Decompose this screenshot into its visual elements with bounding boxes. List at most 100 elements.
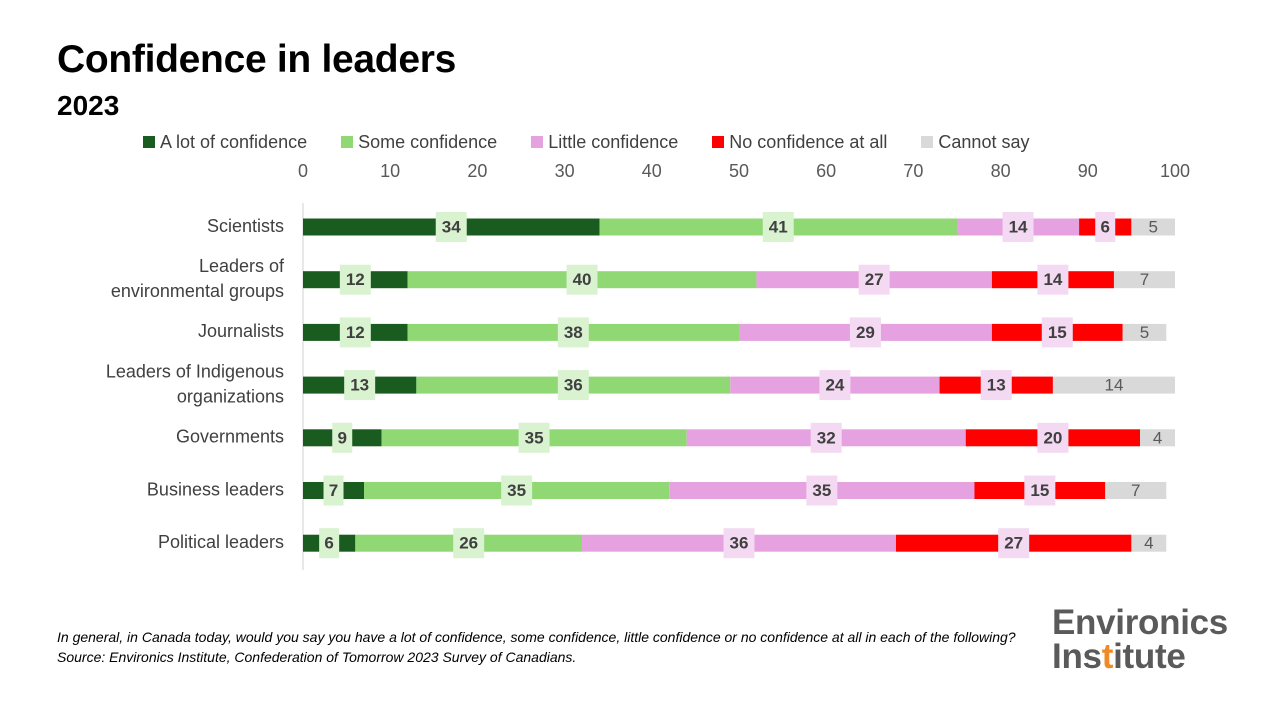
data-label-background	[849, 317, 881, 348]
x-tick-label: 60	[816, 161, 836, 181]
data-label: 35	[812, 481, 831, 500]
data-label-background	[1037, 422, 1069, 453]
data-label: 15	[1030, 481, 1049, 500]
data-label-background	[518, 422, 550, 453]
bar-segment	[1131, 534, 1167, 552]
legend-swatch	[921, 136, 934, 148]
data-label: 40	[573, 270, 592, 289]
data-label-background	[858, 264, 890, 295]
data-label-background	[998, 528, 1030, 559]
data-label: 14	[1104, 376, 1123, 395]
x-tick-label: 30	[555, 161, 575, 181]
x-tick-label: 50	[729, 161, 749, 181]
logo-letter: e	[1166, 637, 1186, 676]
chart-legend: A lot of confidence Some confidence Little…	[143, 131, 1063, 153]
footnote: In general, in Canada today, would you s…	[57, 629, 1016, 665]
data-label-background	[723, 528, 755, 559]
data-label: 13	[350, 376, 369, 395]
data-label: 6	[1101, 217, 1110, 236]
data-label: 15	[1048, 323, 1067, 342]
logo-accent-letter: t	[1101, 637, 1114, 676]
x-tick-label: 100	[1160, 161, 1190, 181]
data-label-background	[980, 370, 1012, 401]
legend-item: Cannot say	[921, 132, 1029, 153]
data-label: 7	[1131, 481, 1140, 500]
data-label-background	[453, 528, 485, 559]
x-tick-label: 90	[1078, 161, 1098, 181]
bar-segment	[1052, 376, 1175, 394]
data-label: 26	[459, 534, 478, 553]
data-label: 7	[329, 481, 338, 500]
data-label: 5	[1140, 323, 1149, 342]
data-label-background	[332, 422, 353, 453]
data-label-background	[319, 528, 340, 559]
legend-label: A lot of confidence	[160, 131, 308, 152]
logo-letter: u	[1133, 637, 1155, 676]
logo-line-2: Institute	[1052, 637, 1228, 676]
x-tick-label: 20	[467, 161, 487, 181]
data-label: 4	[1153, 428, 1162, 447]
category-label: Political leaders	[158, 532, 284, 552]
legend-item: Some confidence	[341, 132, 497, 153]
data-label-background	[1041, 317, 1073, 348]
legend-label: Some confidence	[358, 131, 498, 152]
data-label: 27	[1004, 534, 1023, 553]
x-tick-label: 10	[380, 161, 400, 181]
data-label: 14	[1009, 217, 1028, 236]
data-label: 41	[769, 217, 788, 236]
bar-segment	[1122, 323, 1167, 341]
legend-swatch	[712, 136, 725, 148]
data-label: 6	[324, 534, 333, 553]
logo-letter: t	[1154, 637, 1167, 676]
legend-item: A lot of confidence	[143, 132, 307, 153]
chart-title: Confidence in leaders	[57, 38, 456, 81]
legend-label: Little confidence	[548, 131, 679, 152]
data-label: 29	[856, 323, 875, 342]
bar-segment	[1105, 482, 1167, 499]
logo-letter: t	[1122, 637, 1135, 676]
data-label: 38	[564, 323, 583, 342]
legend-item: Little confidence	[531, 132, 678, 153]
logo-line-1: Environics	[1052, 603, 1228, 642]
data-label: 9	[338, 428, 347, 447]
data-label-background	[323, 475, 344, 506]
data-label-background	[1095, 212, 1116, 242]
stacked-bar-chart: 0 10 20 30 40 50 60 70 80 90 100 Scientists Leaders …	[106, 161, 1190, 570]
data-label-background	[344, 370, 376, 401]
data-label-background	[339, 264, 371, 295]
data-label: 13	[987, 376, 1006, 395]
bar-segment	[1131, 218, 1175, 236]
data-label-background	[806, 475, 838, 506]
category-label: Leaders of environmental groups	[111, 256, 285, 301]
data-label-background	[762, 212, 794, 242]
category-label: Leaders of Indigenous organizations	[106, 361, 284, 406]
data-label: 5	[1148, 217, 1157, 236]
bar-segment	[1140, 429, 1175, 447]
data-label-background	[810, 422, 842, 453]
data-label: 35	[525, 428, 544, 447]
environics-logo: Environics Institute	[1052, 603, 1228, 676]
data-label: 32	[817, 428, 836, 447]
data-label: 34	[442, 217, 461, 236]
category-label: Business leaders	[147, 479, 284, 499]
data-label: 12	[346, 270, 365, 289]
data-label: 36	[564, 376, 583, 395]
bar-segment	[1113, 271, 1175, 289]
legend-item: No confidence at all	[712, 132, 887, 153]
chart-subtitle: 2023	[57, 90, 120, 121]
x-tick-label: 40	[642, 161, 662, 181]
data-label-background	[819, 370, 851, 401]
category-label: Scientists	[207, 216, 284, 236]
data-label-background	[1024, 475, 1056, 506]
data-label-background	[435, 212, 467, 242]
logo-letter: i	[1113, 637, 1123, 676]
data-label-background	[566, 264, 598, 295]
x-tick-label: 0	[298, 161, 308, 181]
category-label: Journalists	[198, 321, 284, 341]
x-tick-label: 70	[903, 161, 923, 181]
data-label-background	[557, 370, 589, 401]
logo-letter: s	[1082, 637, 1102, 676]
data-label: 24	[825, 376, 844, 395]
data-label-background	[1037, 264, 1069, 295]
data-label-background	[557, 317, 589, 348]
